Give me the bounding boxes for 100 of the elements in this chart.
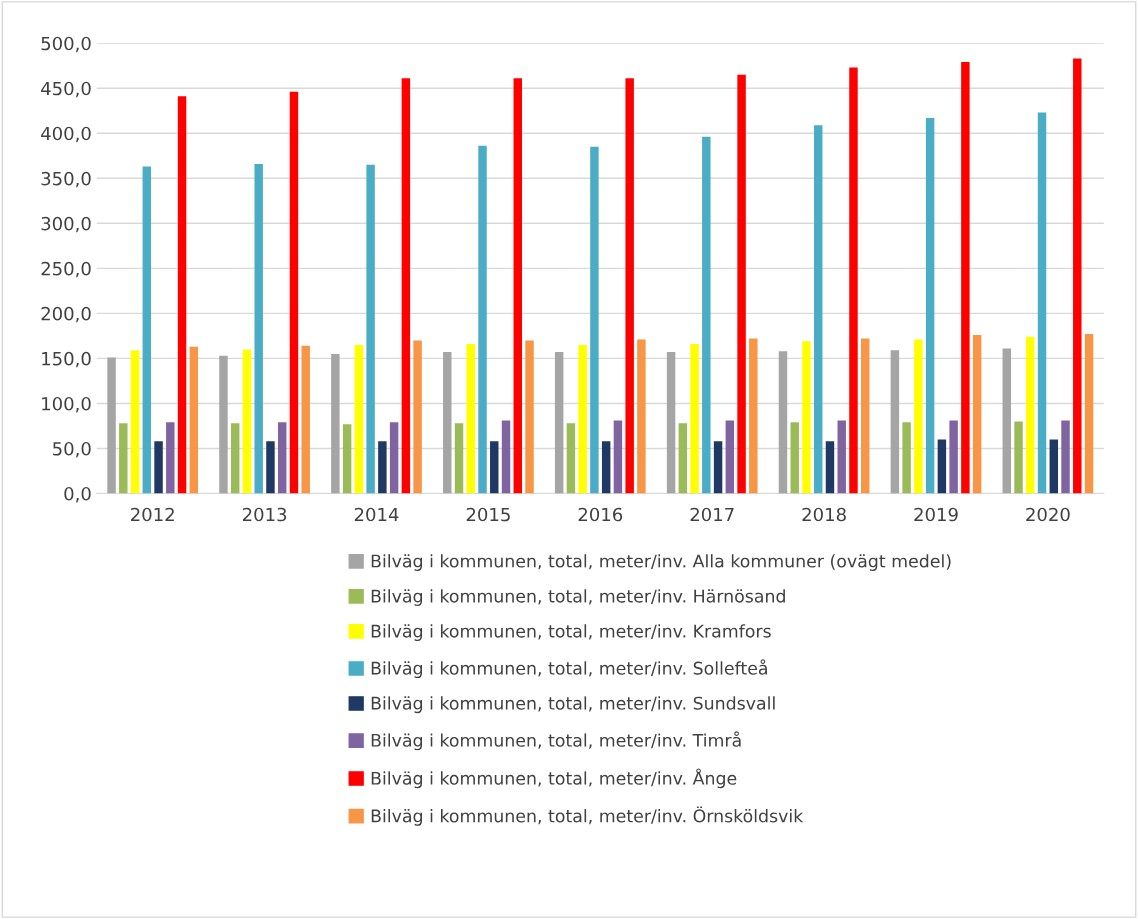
bar [861, 338, 870, 494]
x-tick-label: 2014 [354, 507, 399, 522]
bar [725, 420, 735, 494]
bar [130, 350, 140, 494]
bar [301, 345, 310, 494]
bar [166, 422, 175, 494]
bar [1002, 348, 1012, 494]
bar [189, 346, 199, 494]
x-tick-label: 2013 [242, 507, 287, 522]
legend-label: Bilväg i kommunen, total, meter/inv. Sundsvall [371, 696, 775, 714]
y-tick-label: 300,0 [41, 216, 91, 233]
bar [389, 422, 399, 494]
bar [713, 441, 723, 494]
bar [902, 422, 911, 494]
bar [525, 340, 534, 494]
bar [478, 145, 487, 494]
x-tick-label: 2012 [131, 507, 174, 522]
bar [925, 117, 935, 494]
bar [914, 339, 923, 494]
bar [678, 423, 688, 494]
bar [949, 420, 958, 494]
bar [277, 422, 287, 494]
x-tick-label: 2015 [466, 507, 510, 522]
bar [849, 67, 858, 494]
bar [690, 344, 699, 494]
y-tick-label: 450,0 [41, 81, 91, 98]
bar [1049, 439, 1059, 494]
bar [637, 339, 646, 494]
bar [254, 163, 263, 494]
bar [702, 136, 711, 494]
bar [501, 420, 511, 494]
x-tick-label: 2018 [802, 507, 846, 522]
bar [825, 441, 835, 494]
bar [961, 62, 970, 494]
bar [554, 352, 564, 494]
bar [1014, 421, 1023, 494]
bar [890, 350, 900, 494]
y-tick-label: 500,0 [41, 36, 91, 53]
bar [749, 338, 758, 494]
x-tick-label: 2017 [690, 507, 734, 522]
legend-label: Bilväg i kommunen, total, meter/inv. Alla kommuner (ovägt medel) [371, 554, 951, 571]
bar [342, 424, 352, 494]
bar [443, 352, 452, 494]
bar [401, 78, 411, 494]
bar [513, 78, 522, 494]
bar [454, 423, 464, 494]
bar [354, 344, 364, 494]
bar [778, 351, 788, 494]
legend-label: Bilväg i kommunen, total, meter/inv. Ånge [371, 768, 737, 789]
bar [737, 74, 746, 494]
bar [219, 355, 228, 494]
y-tick-label: 400,0 [41, 126, 91, 143]
y-tick-label: 50,0 [53, 441, 91, 458]
bar [413, 340, 422, 494]
x-tick-label: 2020 [1026, 507, 1070, 522]
legend-label: Bilväg i kommunen, total, meter/inv. Härnösand [371, 589, 785, 606]
bar [1073, 58, 1082, 494]
bar [601, 441, 611, 494]
bar [490, 441, 499, 494]
legend-label: Bilväg i kommunen, total, meter/inv. Örnsköldsvik [371, 806, 804, 826]
bar [289, 91, 299, 494]
y-tick-label: 200,0 [41, 306, 91, 323]
bar [242, 349, 252, 494]
y-tick-label: 250,0 [41, 261, 91, 278]
bar [177, 96, 187, 494]
bar [1026, 336, 1035, 494]
y-tick-label: 150,0 [42, 351, 91, 368]
bar [142, 166, 152, 494]
y-tick-label: 0,0 [64, 486, 91, 503]
bar [566, 423, 576, 494]
y-tick-label: 350,0 [41, 171, 91, 188]
bar [266, 441, 275, 494]
bar [366, 164, 375, 494]
bar [1084, 334, 1094, 494]
bar [790, 422, 799, 494]
x-tick-label: 2019 [914, 507, 958, 522]
bar [814, 125, 823, 494]
bar [666, 352, 676, 494]
legend-label: Bilväg i kommunen, total, meter/inv. Kramfors [371, 624, 771, 642]
bar [937, 439, 947, 494]
bar [590, 146, 599, 494]
x-tick-label: 2016 [578, 507, 623, 522]
legend-label: Bilväg i kommunen, total, meter/inv. Timrå [371, 731, 741, 751]
legend-label: Bilväg i kommunen, total, meter/inv. Sollefteå [371, 659, 767, 679]
bar [613, 420, 623, 494]
bar [1037, 112, 1047, 494]
bar [578, 344, 587, 494]
bar [119, 423, 128, 494]
bar [331, 353, 340, 494]
y-tick-label: 100,0 [42, 396, 91, 413]
bar [466, 344, 475, 494]
bar [1061, 420, 1070, 494]
bar [837, 420, 846, 494]
bar [230, 423, 240, 494]
bar [154, 441, 163, 494]
bar [107, 357, 116, 494]
bar [625, 78, 634, 494]
bar [378, 441, 387, 494]
bar [802, 341, 811, 494]
bar [972, 334, 982, 494]
